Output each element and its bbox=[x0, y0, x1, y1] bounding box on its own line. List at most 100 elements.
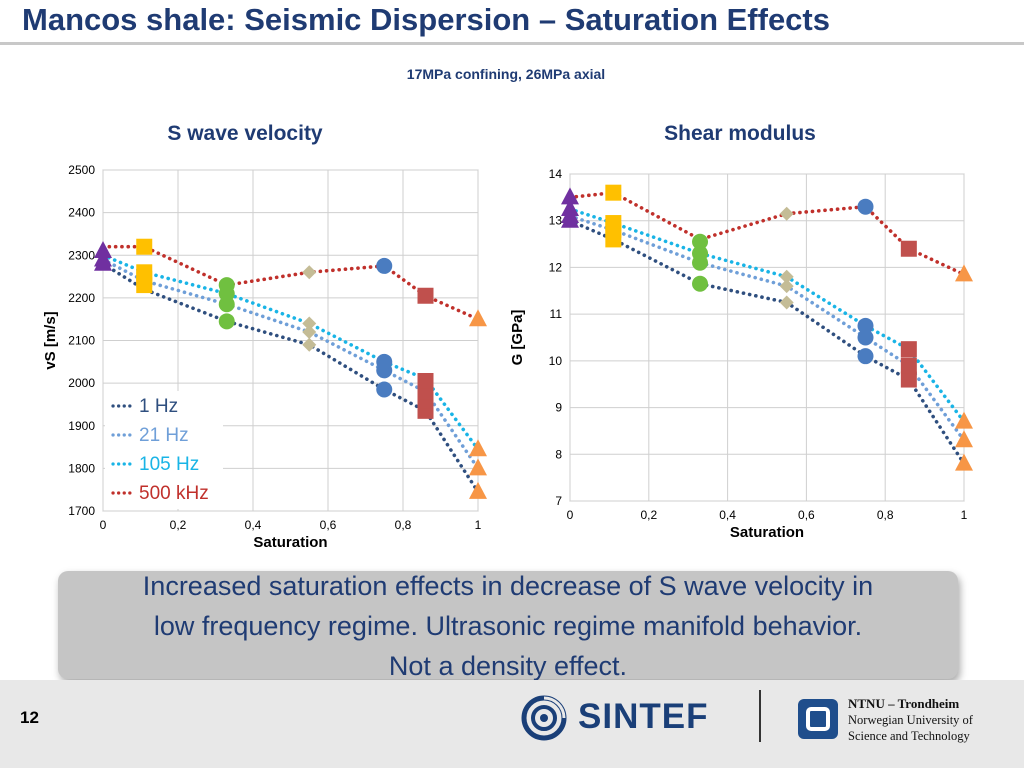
y-tick-label: 10 bbox=[549, 354, 563, 368]
marker-circle bbox=[857, 329, 874, 346]
marker-diamond bbox=[302, 324, 317, 339]
y-tick-label: 11 bbox=[550, 307, 563, 321]
slide-subtitle: 17MPa confining, 26MPa axial bbox=[406, 66, 606, 82]
ntnu-line-1: NTNU – Trondheim bbox=[848, 696, 960, 711]
y-tick-label: 1700 bbox=[68, 504, 95, 518]
x-tick-label: 0,6 bbox=[798, 508, 815, 522]
marker-triangle bbox=[955, 264, 973, 282]
x-axis-label: Saturation bbox=[730, 524, 804, 541]
x-tick-label: 1 bbox=[961, 508, 968, 522]
marker-diamond bbox=[302, 265, 317, 280]
legend-entry-label: 21 Hz bbox=[139, 425, 189, 446]
marker-square bbox=[136, 238, 153, 255]
sintef-wordmark: SINTEF bbox=[578, 697, 709, 736]
chart-title-shear-modulus: Shear modulus bbox=[664, 122, 816, 145]
marker-triangle bbox=[94, 249, 112, 267]
x-tick-label: 1 bbox=[475, 518, 482, 532]
footer-bar bbox=[0, 680, 1024, 768]
ntnu-text-block: NTNU – Trondheim Norwegian University of… bbox=[848, 696, 973, 744]
legend-entry-label: 500 kHz bbox=[139, 483, 209, 504]
callout-line-3: Not a density effect. bbox=[388, 651, 628, 681]
ntnu-logo-icon bbox=[798, 699, 838, 739]
marker-diamond bbox=[302, 316, 317, 331]
callout-line-1: Increased saturation effects in decrease… bbox=[142, 571, 874, 601]
marker-square bbox=[605, 184, 622, 201]
plot-area bbox=[569, 173, 965, 502]
marker-circle bbox=[376, 381, 393, 398]
x-tick-label: 0,6 bbox=[320, 518, 337, 532]
marker-circle bbox=[376, 257, 393, 274]
marker-circle bbox=[218, 277, 235, 294]
marker-diamond bbox=[779, 279, 794, 294]
y-tick-label: 9 bbox=[555, 401, 562, 415]
y-tick-label: 2000 bbox=[68, 376, 95, 390]
x-tick-label: 0 bbox=[100, 518, 107, 532]
marker-circle bbox=[857, 317, 874, 334]
x-axis-label: Saturation bbox=[253, 534, 327, 551]
y-tick-label: 2500 bbox=[68, 163, 95, 177]
marker-square bbox=[417, 287, 434, 304]
s-wave-velocity-chart: 0 0,2 0,4 0,6 0,8 1 1700 1800 1900 2000 2100 2200 23… bbox=[42, 163, 487, 551]
x-tick-label: 0,4 bbox=[245, 518, 262, 532]
marker-diamond bbox=[779, 269, 794, 284]
title-divider bbox=[0, 42, 1024, 45]
legend-entry-label: 105 Hz bbox=[139, 454, 199, 475]
page-number: 12 bbox=[20, 708, 39, 727]
marker-triangle bbox=[955, 430, 973, 448]
x-tick-label: 0,8 bbox=[395, 518, 412, 532]
y-axis-label: vS [m/s] bbox=[42, 311, 59, 369]
y-tick-label: 12 bbox=[549, 260, 563, 274]
marker-triangle bbox=[469, 309, 487, 327]
marker-circle bbox=[692, 245, 709, 262]
callout-text: Increased saturation effects in decrease… bbox=[58, 566, 958, 686]
x-tick-label: 0,2 bbox=[640, 508, 657, 522]
legend-entry-label: 1 Hz bbox=[139, 396, 178, 417]
marker-triangle bbox=[469, 458, 487, 476]
x-tick-label: 0,2 bbox=[170, 518, 187, 532]
slide-title: Mancos shale: Seismic Dispersion – Satur… bbox=[22, 2, 830, 37]
footer-divider bbox=[759, 690, 761, 742]
x-tick-label: 0,4 bbox=[719, 508, 736, 522]
y-tick-label: 13 bbox=[549, 214, 563, 228]
marker-square bbox=[900, 357, 917, 374]
marker-square bbox=[605, 215, 622, 232]
sintef-logo-icon bbox=[521, 695, 567, 741]
y-tick-label: 14 bbox=[549, 167, 563, 181]
marker-circle bbox=[857, 198, 874, 215]
ntnu-line-3: Science and Technology bbox=[848, 729, 970, 743]
x-tick-label: 0,8 bbox=[877, 508, 894, 522]
chart-title-s-wave: S wave velocity bbox=[167, 122, 323, 145]
legend-box bbox=[105, 391, 223, 509]
y-tick-label: 2100 bbox=[68, 334, 95, 348]
marker-square bbox=[900, 240, 917, 257]
y-tick-label: 2300 bbox=[68, 248, 95, 262]
marker-square bbox=[900, 371, 917, 388]
marker-triangle bbox=[94, 240, 112, 258]
marker-circle bbox=[857, 348, 874, 365]
marker-triangle bbox=[469, 439, 487, 457]
y-tick-label: 8 bbox=[555, 447, 562, 461]
marker-triangle bbox=[469, 481, 487, 499]
y-tick-label: 2400 bbox=[68, 206, 95, 220]
marker-circle bbox=[692, 233, 709, 250]
marker-diamond bbox=[779, 295, 794, 310]
marker-triangle bbox=[561, 187, 579, 205]
marker-diamond bbox=[302, 337, 317, 352]
x-tick-label: 0 bbox=[567, 508, 574, 522]
marker-square bbox=[417, 372, 434, 389]
marker-triangle bbox=[955, 453, 973, 471]
callout-box bbox=[58, 571, 958, 679]
callout-line-2: low frequency regime. Ultrasonic regime … bbox=[153, 611, 863, 641]
y-axis-label: G [GPa] bbox=[509, 310, 526, 366]
marker-circle bbox=[218, 313, 235, 330]
y-tick-label: 2200 bbox=[68, 291, 95, 305]
y-tick-label: 1900 bbox=[68, 419, 95, 433]
marker-circle bbox=[376, 353, 393, 370]
ntnu-line-2: Norwegian University of bbox=[848, 713, 973, 727]
marker-square bbox=[900, 341, 917, 358]
y-tick-label: 7 bbox=[555, 494, 562, 508]
shear-modulus-chart: 0 0,2 0,4 0,6 0,8 1 7 8 9 10 11 12 13 14 Saturation G [… bbox=[509, 167, 973, 541]
marker-square bbox=[136, 264, 153, 281]
marker-triangle bbox=[955, 411, 973, 429]
marker-circle bbox=[692, 275, 709, 292]
